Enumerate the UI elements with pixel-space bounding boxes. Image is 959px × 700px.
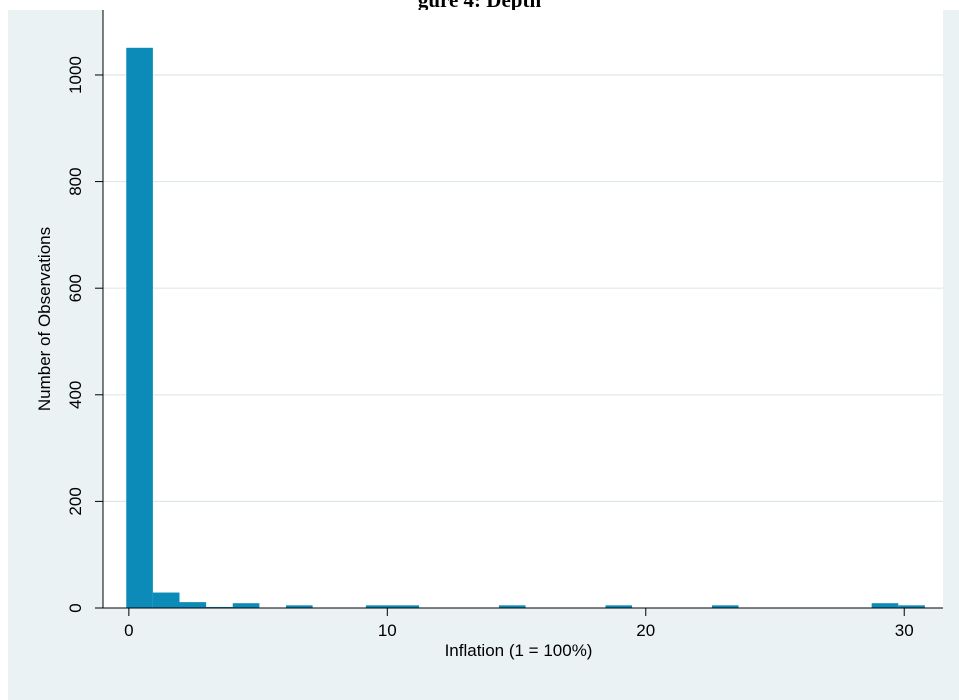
bar-2 bbox=[179, 602, 207, 608]
plot-area bbox=[103, 10, 943, 608]
y-tick-label-1000: 1000 bbox=[66, 56, 85, 94]
chart-panel: 0 10 20 30 0 200 400 600 800 1000 Inflation (1 =… bbox=[8, 10, 959, 700]
y-axis-title: Number of Observations bbox=[35, 227, 54, 411]
y-tick-label-600: 600 bbox=[66, 274, 85, 302]
bar-6 bbox=[365, 605, 393, 608]
y-tick-label-200: 200 bbox=[66, 487, 85, 515]
x-tick-label-10: 10 bbox=[378, 621, 397, 640]
bar-12 bbox=[898, 605, 925, 608]
y-tick-label-800: 800 bbox=[66, 167, 85, 195]
bar-4 bbox=[232, 603, 260, 608]
bar-8 bbox=[498, 605, 526, 608]
bar-0 bbox=[126, 47, 153, 608]
bar-3 bbox=[206, 606, 233, 608]
top-strip: gure 4: Depth bbox=[0, 0, 959, 10]
x-tick-label-30: 30 bbox=[895, 621, 914, 640]
y-tick-label-0: 0 bbox=[66, 603, 85, 612]
bar-11 bbox=[871, 603, 899, 608]
bars bbox=[126, 47, 925, 608]
gridlines bbox=[103, 74, 943, 502]
bar-10 bbox=[711, 605, 739, 608]
x-tick-label-0: 0 bbox=[124, 621, 133, 640]
bar-7 bbox=[392, 605, 420, 608]
y-tick-label-400: 400 bbox=[66, 381, 85, 409]
bar-1 bbox=[152, 592, 180, 608]
x-tick-label-20: 20 bbox=[636, 621, 655, 640]
histogram-chart: 0 10 20 30 0 200 400 600 800 1000 Inflation (1 =… bbox=[35, 10, 943, 660]
figure-title: gure 4: Depth bbox=[0, 0, 959, 10]
x-ticks: 0 10 20 30 bbox=[124, 608, 914, 640]
bar-9 bbox=[605, 605, 633, 608]
x-axis-title: Inflation (1 = 100%) bbox=[445, 641, 593, 660]
y-ticks: 0 200 400 600 800 1000 bbox=[66, 56, 103, 613]
bar-5 bbox=[285, 605, 313, 608]
